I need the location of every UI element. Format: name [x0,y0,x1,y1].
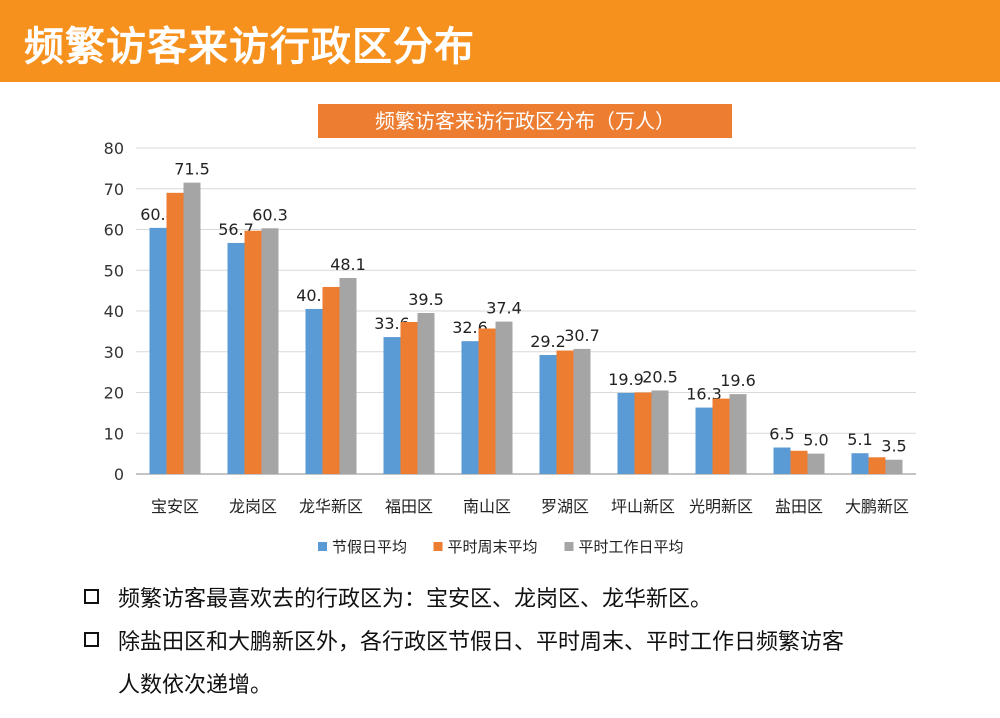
bar [729,394,747,474]
bar [634,392,652,474]
x-tick-label: 福田区 [385,497,433,516]
data-label: 71.5 [174,160,210,179]
bar [166,192,184,474]
bar [495,321,513,474]
data-label: 5.1 [847,430,872,449]
bar [261,228,279,474]
bar [461,341,479,474]
bar [790,450,808,474]
bar [417,313,435,474]
bar [478,328,496,474]
x-tick-label: 龙岗区 [229,497,277,516]
bar [183,182,201,474]
bar [712,398,730,474]
bar [149,227,167,474]
data-label: 29.2 [530,332,566,351]
bullet-box-icon [84,632,99,647]
header-bar: 频繁访客来访行政区分布 [0,0,1000,82]
y-tick-label: 30 [104,343,124,362]
x-tick-label: 光明新区 [689,497,753,516]
legend-swatch [318,542,327,551]
bar [617,392,635,474]
bar [651,390,669,474]
bar [339,277,357,474]
bullet-box-icon [84,589,99,604]
legend-label: 平时工作日平均 [579,538,684,556]
bar [556,350,574,474]
bar [305,308,323,474]
y-tick-label: 80 [104,139,124,158]
bar [851,453,869,474]
data-label: 3.5 [881,437,906,456]
data-label: 37.4 [486,299,522,318]
bullet-2-text-line2: 人数依次递增。 [118,673,273,698]
y-tick-label: 20 [104,384,124,403]
bar [227,242,245,474]
bar [383,337,401,474]
x-tick-label: 坪山新区 [611,497,675,516]
bar [400,322,418,474]
data-label: 19.9 [608,370,644,389]
bar [539,355,557,474]
x-tick-label: 大鹏新区 [845,497,909,516]
bar [868,457,886,474]
y-tick-label: 70 [104,180,124,199]
bar [695,407,713,474]
data-label: 19.6 [720,371,756,390]
x-tick-label: 南山区 [463,497,511,516]
legend-label: 节假日平均 [332,538,407,556]
legend-swatch [564,542,574,551]
y-tick-label: 60 [104,221,124,240]
data-label: 6.5 [769,425,794,444]
chart-title-box: 频繁访客来访行政区分布（万人） [318,104,732,138]
bar [322,286,340,474]
data-label: 60.3 [252,205,288,224]
bar-chart: 0102030405060708060.471.5宝安区56.760.3龙岗区4… [104,139,916,556]
bar [244,230,262,474]
y-tick-label: 0 [114,465,124,484]
x-tick-label: 罗湖区 [541,497,589,516]
x-tick-label: 宝安区 [151,497,199,516]
bar [773,447,791,474]
bar [573,348,591,474]
data-label: 30.7 [564,326,600,345]
bar [807,453,825,474]
y-tick-label: 40 [104,302,124,321]
y-tick-label: 50 [104,261,124,280]
y-tick-label: 10 [104,424,124,443]
chart-title: 频繁访客来访行政区分布（万人） [375,109,675,133]
page-title: 频繁访客来访行政区分布 [24,24,475,70]
bullet-1-text: 频繁访客最喜欢去的行政区为：宝安区、龙岗区、龙华新区。 [118,587,713,612]
data-label: 20.5 [642,367,678,386]
data-label: 5.0 [803,431,828,450]
data-label: 48.1 [330,255,366,274]
x-tick-label: 龙华新区 [299,497,363,516]
legend-swatch [433,542,443,551]
bullet-2-text-line1: 除盐田区和大鹏新区外，各行政区节假日、平时周末、平时工作日频繁访客 [118,630,845,655]
data-label: 39.5 [408,290,444,309]
x-tick-label: 盐田区 [775,497,823,516]
legend-label: 平时周末平均 [448,538,538,556]
bar [885,459,903,474]
